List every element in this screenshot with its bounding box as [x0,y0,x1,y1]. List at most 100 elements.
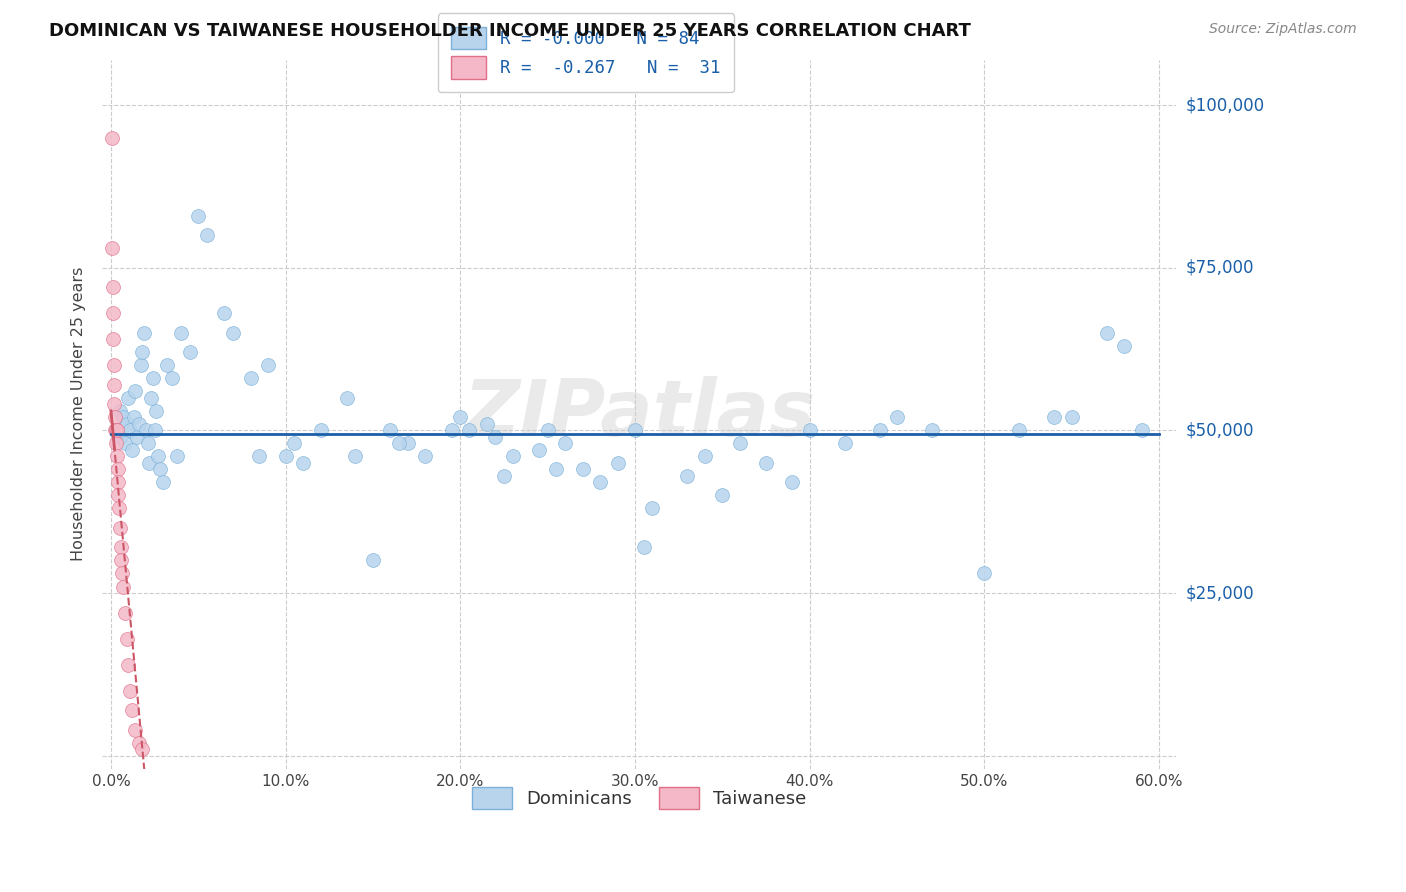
Point [484,430,506,444]
Point [336,391,359,405]
Point [129,359,152,373]
Point [107,475,129,490]
Point [799,423,821,437]
Point [170,326,193,340]
Point [886,410,908,425]
Point [344,450,367,464]
Point [239,371,262,385]
Point [112,580,135,594]
Point [146,450,169,464]
Point [104,423,127,437]
Point [139,391,162,405]
Point [179,345,201,359]
Point [274,450,297,464]
Point [104,410,127,425]
Point [121,703,143,717]
Point [108,521,131,535]
Point [415,450,437,464]
Point [117,657,139,672]
Point [108,404,131,418]
Point [114,606,136,620]
Point [115,632,138,646]
Point [869,423,891,437]
Point [135,423,157,437]
Point [728,436,751,450]
Point [120,423,142,437]
Point [361,553,384,567]
Point [973,566,995,581]
Point [117,391,139,405]
Point [396,436,419,450]
Point [633,541,655,555]
Point [111,566,134,581]
Point [101,280,124,294]
Point [105,423,128,437]
Point [1008,423,1031,437]
Point [127,430,149,444]
Point [780,475,803,490]
Point [641,501,664,516]
Point [128,736,150,750]
Point [103,332,125,346]
Point [101,241,124,255]
Point [136,436,159,450]
Point [122,410,145,425]
Point [160,371,183,385]
Text: $50,000: $50,000 [1185,421,1254,440]
Point [554,436,576,450]
Point [105,436,128,450]
Point [187,209,209,223]
Point [440,423,463,437]
Point [249,450,271,464]
Point [214,306,236,320]
Point [128,417,150,431]
Point [222,326,245,340]
Point [105,450,128,464]
Point [107,488,129,502]
Point [107,462,129,476]
Point [624,423,647,437]
Point [1043,410,1066,425]
Point [309,423,332,437]
Point [711,488,734,502]
Point [257,359,280,373]
Point [110,541,132,555]
Point [110,430,132,444]
Point [921,423,943,437]
Point [1095,326,1118,340]
Point [195,228,218,243]
Point [114,436,136,450]
Point [152,475,174,490]
Point [105,423,128,437]
Point [693,450,716,464]
Text: Source: ZipAtlas.com: Source: ZipAtlas.com [1209,22,1357,37]
Point [110,553,132,567]
Point [834,436,856,450]
Point [1112,339,1135,353]
Point [292,456,315,470]
Point [145,404,167,418]
Point [103,377,125,392]
Text: ZIPatlas: ZIPatlas [463,376,815,452]
Point [134,326,156,340]
Point [380,423,402,437]
Point [143,423,166,437]
Point [156,359,179,373]
Point [449,410,471,425]
Point [458,423,481,437]
Point [502,450,524,464]
Text: $75,000: $75,000 [1185,259,1254,277]
Point [492,469,515,483]
Point [676,469,699,483]
Y-axis label: Householder Income Under 25 years: Householder Income Under 25 years [72,267,86,561]
Point [1060,410,1083,425]
Point [546,462,568,476]
Point [142,371,165,385]
Point [149,462,172,476]
Point [120,683,142,698]
Point [103,359,125,373]
Point [537,423,560,437]
Point [388,436,411,450]
Point [101,306,124,320]
Point [124,723,146,737]
